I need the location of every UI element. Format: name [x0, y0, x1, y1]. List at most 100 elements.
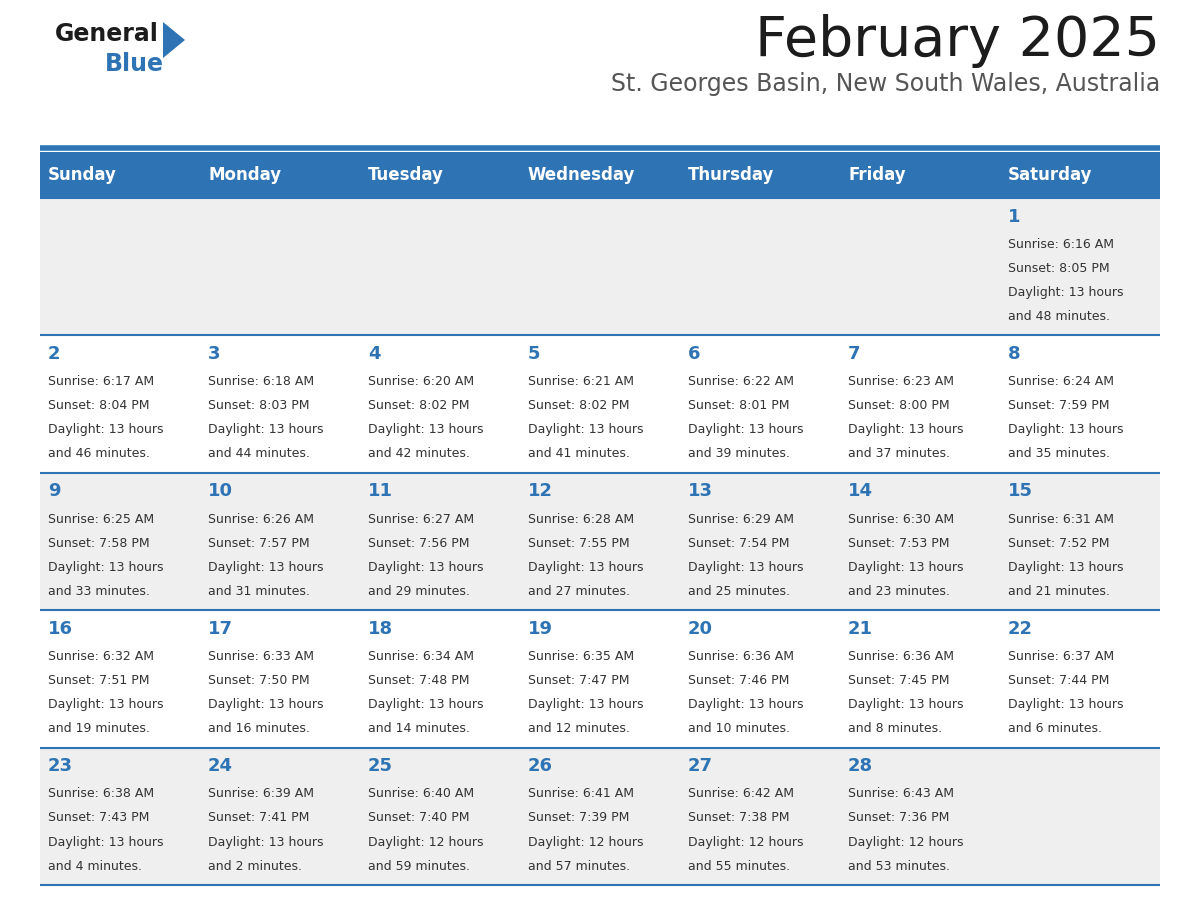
Text: Daylight: 13 hours: Daylight: 13 hours	[527, 561, 644, 574]
Text: and 6 minutes.: and 6 minutes.	[1007, 722, 1102, 735]
Text: 11: 11	[368, 483, 393, 500]
Text: and 53 minutes.: and 53 minutes.	[848, 859, 950, 873]
Text: Sunset: 7:39 PM: Sunset: 7:39 PM	[527, 812, 630, 824]
Text: and 44 minutes.: and 44 minutes.	[208, 447, 310, 461]
Text: Daylight: 13 hours: Daylight: 13 hours	[48, 835, 164, 848]
Text: 13: 13	[688, 483, 713, 500]
Text: Sunrise: 6:36 AM: Sunrise: 6:36 AM	[688, 650, 794, 663]
Text: Sunrise: 6:34 AM: Sunrise: 6:34 AM	[368, 650, 474, 663]
Text: and 25 minutes.: and 25 minutes.	[688, 585, 790, 598]
Text: Sunset: 7:57 PM: Sunset: 7:57 PM	[208, 537, 310, 550]
Text: Daylight: 13 hours: Daylight: 13 hours	[368, 698, 484, 711]
Text: Daylight: 13 hours: Daylight: 13 hours	[527, 423, 644, 436]
Text: Daylight: 12 hours: Daylight: 12 hours	[368, 835, 484, 848]
Text: Blue: Blue	[105, 52, 164, 76]
Text: Sunrise: 6:28 AM: Sunrise: 6:28 AM	[527, 512, 634, 526]
Text: Sunset: 8:05 PM: Sunset: 8:05 PM	[1007, 262, 1110, 274]
Text: Sunset: 7:53 PM: Sunset: 7:53 PM	[848, 537, 949, 550]
Text: and 16 minutes.: and 16 minutes.	[208, 722, 310, 735]
Text: Sunset: 7:52 PM: Sunset: 7:52 PM	[1007, 537, 1110, 550]
Text: February 2025: February 2025	[756, 14, 1159, 68]
Text: Sunrise: 6:42 AM: Sunrise: 6:42 AM	[688, 788, 794, 800]
Text: and 41 minutes.: and 41 minutes.	[527, 447, 630, 461]
Text: 26: 26	[527, 757, 552, 775]
Text: Sunset: 7:40 PM: Sunset: 7:40 PM	[368, 812, 469, 824]
Text: Sunset: 8:02 PM: Sunset: 8:02 PM	[527, 399, 630, 412]
Text: and 33 minutes.: and 33 minutes.	[48, 585, 150, 598]
Text: 25: 25	[368, 757, 393, 775]
Text: Daylight: 13 hours: Daylight: 13 hours	[368, 561, 484, 574]
Text: and 37 minutes.: and 37 minutes.	[848, 447, 950, 461]
Text: Sunrise: 6:39 AM: Sunrise: 6:39 AM	[208, 788, 314, 800]
Bar	[40, 335, 1159, 473]
Text: Daylight: 13 hours: Daylight: 13 hours	[208, 423, 323, 436]
Text: Sunrise: 6:38 AM: Sunrise: 6:38 AM	[48, 788, 154, 800]
Text: Daylight: 13 hours: Daylight: 13 hours	[688, 423, 803, 436]
Text: 27: 27	[688, 757, 713, 775]
Bar	[40, 152, 1159, 198]
Text: and 46 minutes.: and 46 minutes.	[48, 447, 150, 461]
Text: and 35 minutes.: and 35 minutes.	[1007, 447, 1110, 461]
Text: Daylight: 13 hours: Daylight: 13 hours	[688, 698, 803, 711]
Text: Sunrise: 6:25 AM: Sunrise: 6:25 AM	[48, 512, 154, 526]
Text: Sunset: 7:47 PM: Sunset: 7:47 PM	[527, 674, 630, 687]
Text: Daylight: 13 hours: Daylight: 13 hours	[1007, 423, 1124, 436]
Text: 19: 19	[527, 620, 552, 638]
Text: Sunrise: 6:16 AM: Sunrise: 6:16 AM	[1007, 238, 1114, 251]
Text: Sunrise: 6:37 AM: Sunrise: 6:37 AM	[1007, 650, 1114, 663]
Text: Daylight: 12 hours: Daylight: 12 hours	[527, 835, 644, 848]
Text: Sunrise: 6:43 AM: Sunrise: 6:43 AM	[848, 788, 954, 800]
Text: Sunrise: 6:23 AM: Sunrise: 6:23 AM	[848, 375, 954, 388]
Text: Sunrise: 6:35 AM: Sunrise: 6:35 AM	[527, 650, 634, 663]
Text: Sunrise: 6:33 AM: Sunrise: 6:33 AM	[208, 650, 314, 663]
Text: Sunrise: 6:17 AM: Sunrise: 6:17 AM	[48, 375, 154, 388]
Text: Sunset: 7:59 PM: Sunset: 7:59 PM	[1007, 399, 1110, 412]
Text: Sunset: 7:58 PM: Sunset: 7:58 PM	[48, 537, 150, 550]
Text: Sunset: 7:44 PM: Sunset: 7:44 PM	[1007, 674, 1110, 687]
Text: Sunset: 8:02 PM: Sunset: 8:02 PM	[368, 399, 469, 412]
Text: and 12 minutes.: and 12 minutes.	[527, 722, 630, 735]
Text: and 19 minutes.: and 19 minutes.	[48, 722, 150, 735]
Text: Daylight: 12 hours: Daylight: 12 hours	[848, 835, 963, 848]
Text: Sunset: 7:45 PM: Sunset: 7:45 PM	[848, 674, 949, 687]
Text: Daylight: 13 hours: Daylight: 13 hours	[208, 561, 323, 574]
Text: 14: 14	[848, 483, 873, 500]
Text: Tuesday: Tuesday	[368, 166, 444, 184]
Text: Monday: Monday	[208, 166, 282, 184]
Text: Daylight: 13 hours: Daylight: 13 hours	[1007, 285, 1124, 299]
Text: Sunset: 8:01 PM: Sunset: 8:01 PM	[688, 399, 790, 412]
Bar	[40, 747, 1159, 885]
Text: 28: 28	[848, 757, 873, 775]
Text: Sunset: 7:36 PM: Sunset: 7:36 PM	[848, 812, 949, 824]
Text: Daylight: 13 hours: Daylight: 13 hours	[1007, 561, 1124, 574]
Text: and 48 minutes.: and 48 minutes.	[1007, 310, 1110, 323]
Text: Daylight: 13 hours: Daylight: 13 hours	[48, 698, 164, 711]
Text: 2: 2	[48, 345, 61, 363]
Text: Daylight: 13 hours: Daylight: 13 hours	[527, 698, 644, 711]
Text: Sunset: 7:56 PM: Sunset: 7:56 PM	[368, 537, 469, 550]
Text: 8: 8	[1007, 345, 1020, 363]
Text: Daylight: 13 hours: Daylight: 13 hours	[848, 423, 963, 436]
Text: and 2 minutes.: and 2 minutes.	[208, 859, 302, 873]
Text: Daylight: 13 hours: Daylight: 13 hours	[848, 561, 963, 574]
Text: 23: 23	[48, 757, 72, 775]
Text: Daylight: 12 hours: Daylight: 12 hours	[688, 835, 803, 848]
Text: Sunset: 7:51 PM: Sunset: 7:51 PM	[48, 674, 150, 687]
Text: Sunset: 8:03 PM: Sunset: 8:03 PM	[208, 399, 310, 412]
Text: Sunrise: 6:32 AM: Sunrise: 6:32 AM	[48, 650, 154, 663]
Text: 9: 9	[48, 483, 61, 500]
Text: Saturday: Saturday	[1007, 166, 1093, 184]
Text: Sunrise: 6:26 AM: Sunrise: 6:26 AM	[208, 512, 314, 526]
Text: Daylight: 13 hours: Daylight: 13 hours	[1007, 698, 1124, 711]
Text: Daylight: 13 hours: Daylight: 13 hours	[208, 835, 323, 848]
Text: and 23 minutes.: and 23 minutes.	[848, 585, 950, 598]
Text: Sunset: 8:04 PM: Sunset: 8:04 PM	[48, 399, 150, 412]
Text: and 27 minutes.: and 27 minutes.	[527, 585, 630, 598]
Text: 18: 18	[368, 620, 393, 638]
Text: Sunset: 7:50 PM: Sunset: 7:50 PM	[208, 674, 310, 687]
Text: and 55 minutes.: and 55 minutes.	[688, 859, 790, 873]
Text: Sunrise: 6:20 AM: Sunrise: 6:20 AM	[368, 375, 474, 388]
Text: and 4 minutes.: and 4 minutes.	[48, 859, 143, 873]
Text: Sunset: 7:46 PM: Sunset: 7:46 PM	[688, 674, 789, 687]
Text: Daylight: 13 hours: Daylight: 13 hours	[48, 561, 164, 574]
